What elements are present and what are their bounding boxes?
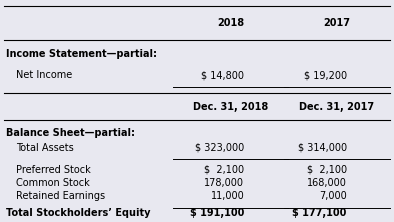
- Text: Balance Sheet—partial:: Balance Sheet—partial:: [6, 128, 135, 138]
- Text: 168,000: 168,000: [307, 178, 347, 188]
- Text: $  2,100: $ 2,100: [204, 165, 244, 175]
- Text: 7,000: 7,000: [319, 191, 347, 202]
- Text: $ 177,100: $ 177,100: [292, 208, 347, 218]
- Text: Dec. 31, 2017: Dec. 31, 2017: [299, 101, 374, 112]
- Text: $ 323,000: $ 323,000: [195, 143, 244, 153]
- Text: $ 19,200: $ 19,200: [304, 70, 347, 81]
- Text: $  2,100: $ 2,100: [307, 165, 347, 175]
- Text: Total Stockholders’ Equity: Total Stockholders’ Equity: [6, 208, 151, 218]
- Text: Preferred Stock: Preferred Stock: [16, 165, 91, 175]
- Text: 11,000: 11,000: [210, 191, 244, 202]
- Text: Net Income: Net Income: [16, 70, 72, 81]
- Text: Retained Earnings: Retained Earnings: [16, 191, 105, 202]
- Text: $ 314,000: $ 314,000: [297, 143, 347, 153]
- Text: 178,000: 178,000: [204, 178, 244, 188]
- Text: 2017: 2017: [323, 18, 350, 28]
- Text: Common Stock: Common Stock: [16, 178, 89, 188]
- Text: $ 191,100: $ 191,100: [190, 208, 244, 218]
- Text: Dec. 31, 2018: Dec. 31, 2018: [193, 101, 268, 112]
- Text: $ 14,800: $ 14,800: [201, 70, 244, 81]
- Text: Total Assets: Total Assets: [16, 143, 74, 153]
- Text: Income Statement—partial:: Income Statement—partial:: [6, 49, 157, 59]
- Text: 2018: 2018: [217, 18, 244, 28]
